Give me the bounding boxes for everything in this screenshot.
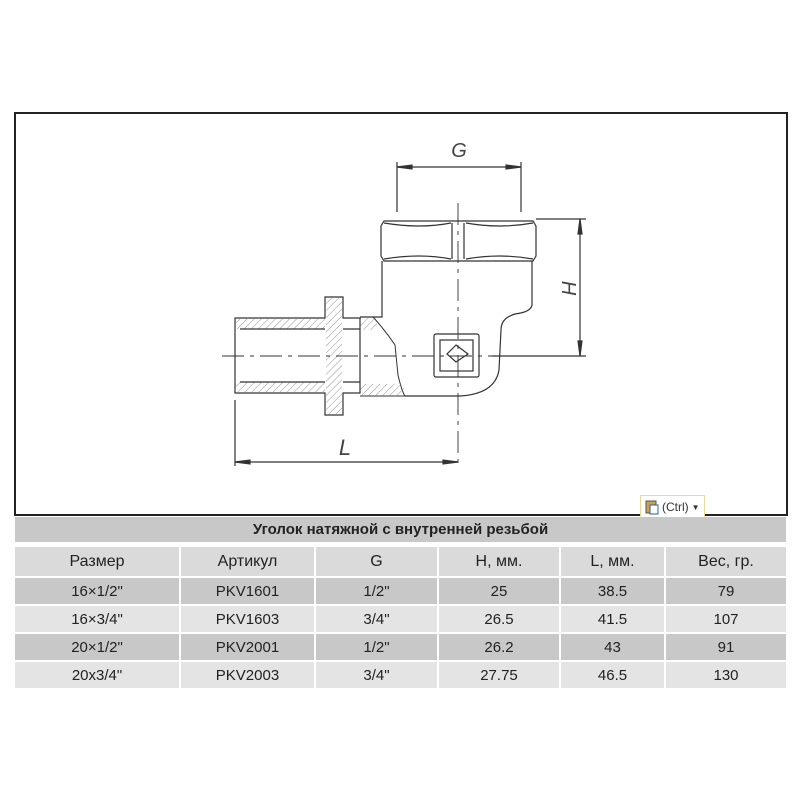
table-cell: 1/2" <box>316 634 439 660</box>
table-cell: 3/4" <box>316 662 439 688</box>
header-size: Размер <box>15 547 181 576</box>
dimension-l: L <box>234 400 459 466</box>
table-cell: 1/2" <box>316 578 439 604</box>
table-cell: 20×1/2" <box>15 634 181 660</box>
header-article: Артикул <box>181 547 316 576</box>
table-cell: 26.2 <box>439 634 561 660</box>
specs-table: Уголок натяжной с внутренней резьбой Раз… <box>15 517 786 688</box>
logo-square <box>433 333 480 378</box>
paste-options-button[interactable]: (Ctrl) ▼ <box>640 495 705 519</box>
table-cell: 3/4" <box>316 606 439 632</box>
table-cell: 79 <box>666 578 786 604</box>
table-cell: 107 <box>666 606 786 632</box>
header-weight: Вес, гр. <box>666 547 786 576</box>
pipe-insert <box>234 296 361 416</box>
table-row: 16×3/4" PKV1603 3/4" 26.5 41.5 107 <box>15 606 786 632</box>
table-cell: PKV1601 <box>181 578 316 604</box>
table-cell: 16×1/2" <box>15 578 181 604</box>
table-row: 16×1/2" PKV1601 1/2" 25 38.5 79 <box>15 578 786 604</box>
dimension-g: G <box>396 140 522 212</box>
table-cell: 27.75 <box>439 662 561 688</box>
fitting-technical-drawing: G H L <box>222 140 586 466</box>
drawing-frame <box>14 112 788 516</box>
nut <box>380 220 537 262</box>
paste-options-label: (Ctrl) <box>662 500 689 514</box>
header-l: L, мм. <box>561 547 666 576</box>
table-cell: 38.5 <box>561 578 666 604</box>
table-cell: PKV2001 <box>181 634 316 660</box>
header-h: H, мм. <box>439 547 561 576</box>
table-header-row: Размер Артикул G H, мм. L, мм. Вес, гр. <box>15 547 786 576</box>
table-cell: 26.5 <box>439 606 561 632</box>
dimension-label-g: G <box>451 140 467 162</box>
table-row: 20×1/2" PKV2001 1/2" 26.2 43 91 <box>15 634 786 660</box>
header-g: G <box>316 547 439 576</box>
dimension-label-h: H <box>557 281 579 296</box>
table-cell: 130 <box>666 662 786 688</box>
table-cell: 41.5 <box>561 606 666 632</box>
table-cell: 91 <box>666 634 786 660</box>
table-cell: 16×3/4" <box>15 606 181 632</box>
dimension-h: H <box>492 218 586 357</box>
table-cell: PKV2003 <box>181 662 316 688</box>
table-row: 20x3/4" PKV2003 3/4" 27.75 46.5 130 <box>15 662 786 688</box>
table-cell: 46.5 <box>561 662 666 688</box>
body <box>360 261 533 397</box>
table-cell: 20x3/4" <box>15 662 181 688</box>
table-cell: 43 <box>561 634 666 660</box>
chevron-down-icon: ▼ <box>691 502 700 512</box>
table-title: Уголок натяжной с внутренней резьбой <box>15 517 786 542</box>
table-cell: 25 <box>439 578 561 604</box>
clipboard-icon <box>645 500 659 515</box>
table-cell: PKV1603 <box>181 606 316 632</box>
dimension-label-l: L <box>339 435 351 460</box>
